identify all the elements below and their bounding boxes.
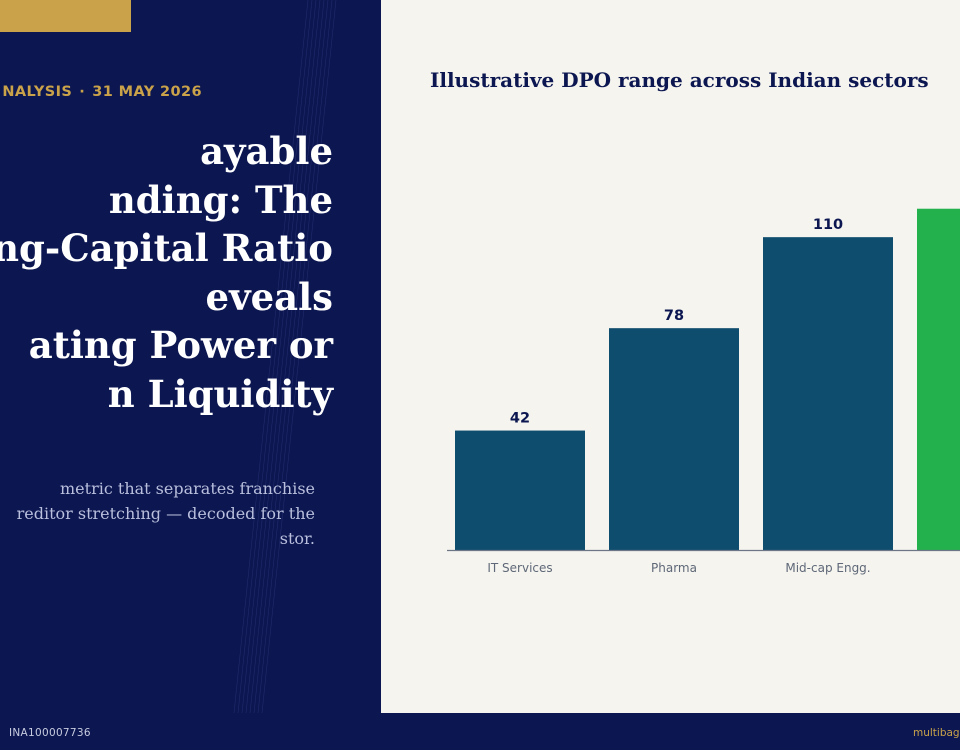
bar-chart: 42 IT Services 78 Pharma 110 Mid-cap Engg. — [447, 208, 960, 575]
site-link[interactable]: multibag — [913, 727, 960, 739]
decorative-lines — [233, 0, 337, 713]
chart-bar — [763, 237, 893, 550]
bar-value-label: 42 — [510, 411, 530, 427]
bar-value-label: 78 — [664, 308, 684, 324]
chart-panel: Illustrative DPO range across Indian sec… — [381, 0, 960, 713]
headline-line: ayable — [200, 129, 333, 173]
subtext-line: stor. — [279, 529, 315, 548]
headline-line: n Liquidity — [107, 371, 333, 416]
category-tick-label: IT Services — [487, 561, 552, 575]
headline-line: ng-Capital Ratio — [0, 226, 333, 270]
chart-bar — [455, 430, 585, 550]
accent-bar — [0, 0, 131, 32]
chart-title: Illustrative DPO range across Indian sec… — [430, 68, 929, 92]
headline-line: nding: The — [108, 177, 333, 222]
headline-line: ating Power or — [28, 323, 333, 367]
eyebrow-date: 31 MAY 2026 — [92, 84, 202, 100]
chart-bar — [917, 208, 960, 550]
article-headline: ayable nding: The ng-Capital Ratio eveal… — [0, 127, 333, 418]
eyebrow-separator: · — [79, 84, 86, 100]
headline-line: eveals — [205, 274, 333, 319]
chart-bar — [609, 328, 739, 550]
subtext-line: metric that separates franchise — [60, 479, 315, 498]
registration-number: INA100007736 — [9, 727, 91, 739]
article-eyebrow: NALYSIS · 31 MAY 2026 — [2, 84, 202, 100]
article-subtext: metric that separates franchise reditor … — [0, 476, 315, 551]
category-tick-label: Mid-cap Engg. — [785, 561, 870, 575]
eyebrow-category: NALYSIS — [2, 84, 73, 100]
hero-panel: NALYSIS · 31 MAY 2026 ayable nding: The ng… — [0, 0, 381, 713]
category-tick-label: Pharma — [651, 561, 697, 575]
subtext-line: reditor stretching — decoded for the — [16, 504, 315, 523]
bar-value-label: 110 — [813, 217, 843, 233]
